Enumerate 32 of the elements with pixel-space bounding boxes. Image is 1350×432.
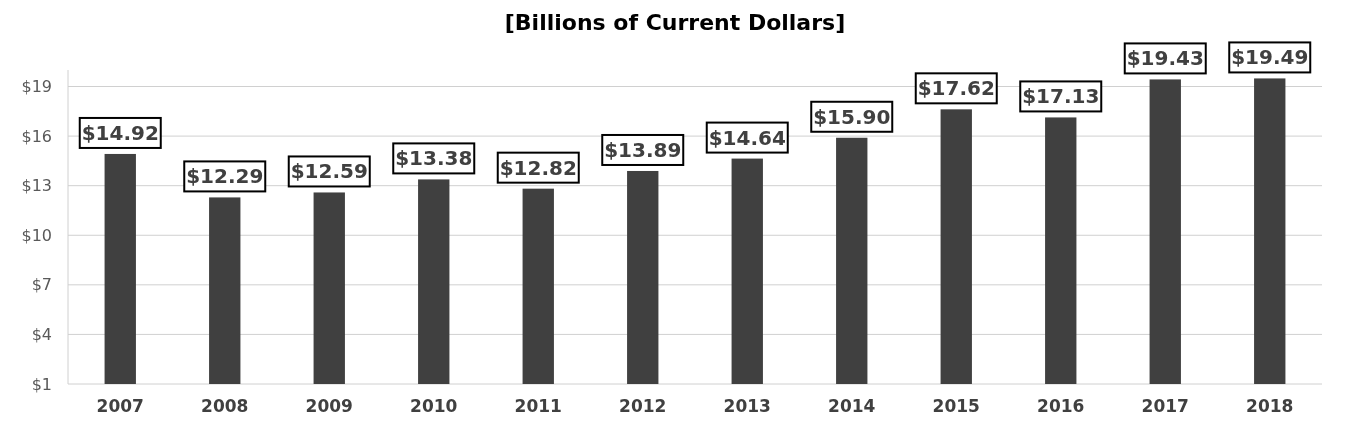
x-tick-label: 2013 — [723, 396, 771, 416]
x-tick-label: 2011 — [514, 396, 562, 416]
data-label: $13.38 — [395, 146, 473, 171]
x-tick-label: 2017 — [1141, 396, 1189, 416]
data-label: $17.13 — [1022, 84, 1100, 109]
data-label: $13.89 — [604, 137, 682, 162]
x-tick-label: 2015 — [932, 396, 980, 416]
y-tick-label: $16 — [21, 126, 52, 146]
data-label: $15.90 — [813, 104, 891, 129]
x-tick-label: 2010 — [410, 396, 458, 416]
data-label: $19.43 — [1126, 46, 1204, 71]
y-tick-label: $4 — [31, 325, 52, 345]
data-label: $12.59 — [290, 159, 368, 184]
y-tick-label: $7 — [31, 275, 52, 295]
x-tick-label: 2016 — [1037, 396, 1085, 416]
x-tick-label: 2007 — [96, 396, 144, 416]
chart-title: [Billions of Current Dollars] — [504, 10, 846, 35]
data-label: $12.29 — [186, 164, 264, 189]
y-tick-label: $10 — [21, 225, 52, 245]
x-tick-label: 2018 — [1246, 396, 1294, 416]
data-label: $14.64 — [708, 125, 786, 150]
data-label: $14.92 — [81, 120, 159, 145]
x-tick-label: 2008 — [201, 396, 249, 416]
x-tick-label: 2014 — [828, 396, 876, 416]
data-label: $17.62 — [917, 76, 995, 101]
x-tick-label: 2009 — [305, 396, 353, 416]
x-tick-label: 2012 — [619, 396, 667, 416]
y-tick-label: $1 — [31, 374, 52, 394]
data-label: $19.49 — [1231, 45, 1309, 70]
y-tick-label: $19 — [21, 77, 52, 97]
data-label: $12.82 — [499, 155, 577, 180]
y-tick-label: $13 — [21, 176, 52, 196]
